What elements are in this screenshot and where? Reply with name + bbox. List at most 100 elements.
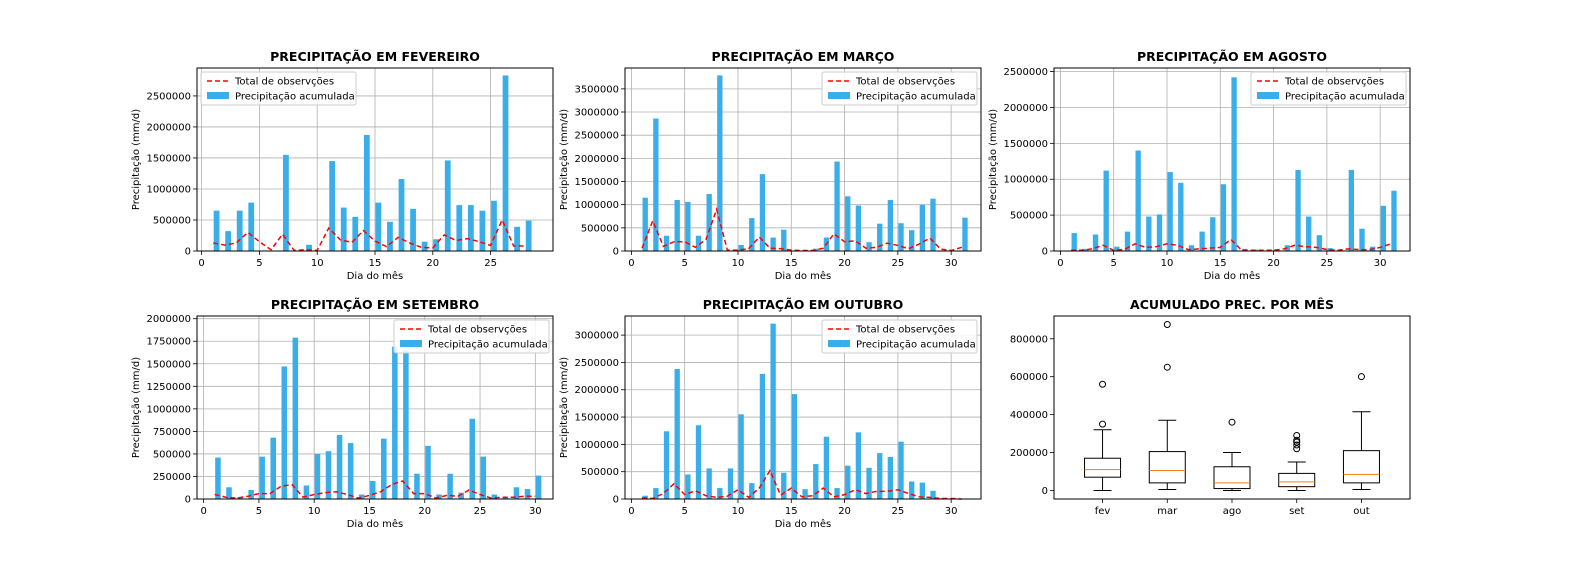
x-tick-label: 15 xyxy=(785,258,798,269)
series-line xyxy=(642,468,962,500)
outlier-point xyxy=(1163,321,1171,329)
bar xyxy=(749,483,755,499)
bar xyxy=(1103,170,1109,251)
bar xyxy=(213,210,220,251)
bar xyxy=(898,441,904,499)
y-tick-label: 800000 xyxy=(1010,334,1048,345)
x-tick-label: 25 xyxy=(1320,258,1333,269)
bar xyxy=(292,337,299,499)
chart-panel-1: 0 5 10 15 20 25 30 0 500000 1000000 1500000 2000000… xyxy=(559,49,982,282)
series-line xyxy=(641,206,963,252)
x-tick-label: 15 xyxy=(785,506,798,517)
bar xyxy=(738,414,744,499)
x-tick-label: 5 xyxy=(682,258,688,269)
bar xyxy=(813,464,819,499)
bar xyxy=(909,481,915,499)
y-tick-label: 3500000 xyxy=(574,84,619,95)
bar xyxy=(225,231,232,251)
bar xyxy=(695,425,702,499)
legend-label: Precipitação acumulada xyxy=(856,340,976,351)
x-tick-label: 25 xyxy=(891,258,904,269)
bar xyxy=(1188,245,1195,251)
y-tick-label: 250000 xyxy=(153,472,191,483)
chart-title: ACUMULADO PREC. POR MÊS xyxy=(1130,297,1334,312)
y-tick-label: 1500000 xyxy=(1003,139,1048,150)
y-tick-label: 750000 xyxy=(153,427,191,438)
y-tick-label: 0 xyxy=(185,247,191,258)
legend-label: Total de observções xyxy=(1284,77,1384,88)
bar xyxy=(674,200,680,251)
legend-label: Total de observções xyxy=(427,325,527,336)
chart-panel-4: 0 5 10 15 20 25 30 0 500000 1000000 1500000 2000000… xyxy=(559,297,982,530)
bar xyxy=(444,160,451,251)
bar xyxy=(834,488,840,499)
bar xyxy=(447,473,453,499)
y-tick-label: 200000 xyxy=(1010,448,1048,459)
outlier-point xyxy=(1293,441,1301,449)
legend-bar-swatch xyxy=(207,92,229,99)
bar xyxy=(834,161,840,251)
legend: Total de observções Precipitação acumulad… xyxy=(393,319,550,354)
chart-panel-3: 0 5 10 15 20 25 30 0 250000 500000 750000 1000000 12… xyxy=(131,297,554,530)
bar xyxy=(930,198,936,251)
chart-panel-5: fev mar ago set out 0 200000 400000 600000 800000… xyxy=(1010,297,1411,517)
x-tick-label: 10 xyxy=(311,258,324,269)
y-tick-label: 2000000 xyxy=(1003,103,1048,114)
y-tick-label: 1500000 xyxy=(146,153,191,164)
bar xyxy=(877,223,883,251)
bar xyxy=(1082,248,1088,251)
bar xyxy=(1114,246,1120,251)
bar xyxy=(467,205,474,251)
box-iqr xyxy=(1342,450,1380,484)
bar xyxy=(456,205,463,251)
y-axis-label: Precipitação (mm/d) xyxy=(988,109,999,210)
bar xyxy=(1092,234,1099,251)
y-axis-label: Precipitação (mm/d) xyxy=(131,357,142,458)
box-mar xyxy=(1148,321,1186,491)
outlier-point xyxy=(1163,363,1171,371)
bar xyxy=(502,497,509,499)
bar xyxy=(270,437,276,499)
bar xyxy=(1391,190,1397,251)
bar xyxy=(236,210,243,251)
bar xyxy=(524,489,531,499)
bar xyxy=(1306,216,1312,251)
bar xyxy=(887,456,894,499)
x-tick-label: 25 xyxy=(484,258,497,269)
bar xyxy=(525,220,532,251)
chart-title: PRECIPITAÇÃO EM FEVEREIRO xyxy=(270,49,480,64)
bar xyxy=(469,418,476,499)
bar xyxy=(962,217,968,251)
y-tick-label: 1000000 xyxy=(146,184,191,195)
bar xyxy=(329,161,336,251)
chart-title: PRECIPITAÇÃO EM SETEMBRO xyxy=(271,297,479,312)
bar xyxy=(1359,228,1365,251)
y-axis-label: Precipitação (mm/d) xyxy=(559,109,570,210)
y-tick-label: 500000 xyxy=(581,467,619,478)
bar xyxy=(813,248,819,251)
legend-box xyxy=(200,71,357,106)
bar xyxy=(706,194,712,251)
x-tick-label: 10 xyxy=(1161,258,1174,269)
y-axis-label: Precipitação (mm/d) xyxy=(559,357,570,458)
y-tick-label: 2000000 xyxy=(574,385,619,396)
legend-label: Precipitação acumulada xyxy=(856,92,976,103)
bar xyxy=(314,453,321,499)
legend: Total de observções Precipitação acumulad… xyxy=(200,71,357,106)
legend-box xyxy=(821,71,978,106)
legend: Total de observções Precipitação acumulad… xyxy=(1250,71,1407,106)
bar xyxy=(1156,214,1163,251)
outlier-point xyxy=(1293,445,1301,453)
y-axis-label: Precipitação (mm/d) xyxy=(131,109,142,210)
bar xyxy=(358,494,365,499)
legend-label: Total de observções xyxy=(855,325,955,336)
bar xyxy=(369,480,376,499)
y-tick-label: 1000000 xyxy=(574,200,619,211)
x-tick-label: 5 xyxy=(256,506,262,517)
x-tick-label: 20 xyxy=(418,506,431,517)
bar xyxy=(363,134,370,251)
x-tick-label: 0 xyxy=(200,506,206,517)
y-tick-label: 2500000 xyxy=(146,91,191,102)
box-out xyxy=(1342,373,1380,491)
y-tick-label: 1500000 xyxy=(146,359,191,370)
